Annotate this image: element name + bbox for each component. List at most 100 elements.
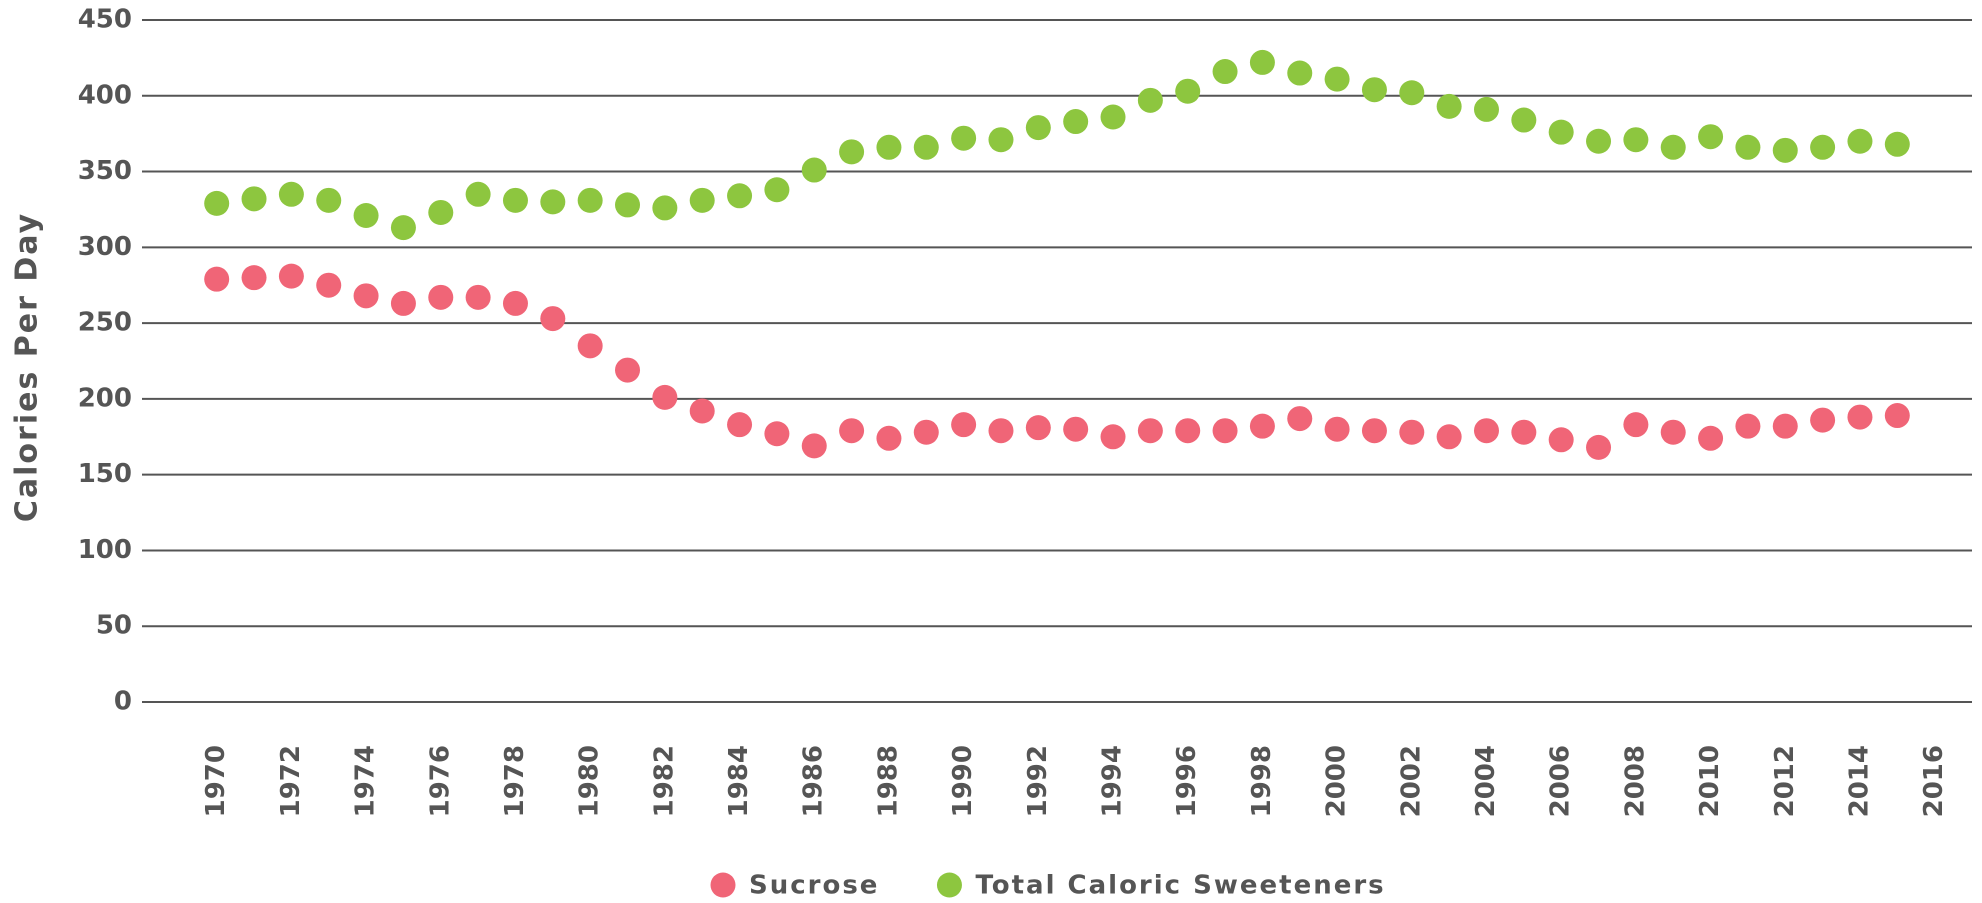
- dot: [1025, 415, 1051, 441]
- dot: [1436, 93, 1462, 119]
- dot: [764, 177, 790, 203]
- dot: [502, 187, 528, 213]
- dot: [1361, 77, 1387, 103]
- dot: [1249, 49, 1275, 75]
- dot: [278, 181, 304, 207]
- dot: [1473, 96, 1499, 122]
- dot: [1100, 424, 1126, 450]
- legend-label: Sucrose: [749, 871, 879, 901]
- x-tick-label: 1998: [1247, 745, 1277, 817]
- dot: [390, 290, 416, 316]
- dot: [1175, 418, 1201, 444]
- x-tick-label: 1990: [948, 745, 978, 817]
- dot: [1772, 137, 1798, 163]
- y-axis-label: Calories Per Day: [10, 212, 45, 522]
- dot: [465, 181, 491, 207]
- x-tick-label: 2016: [1919, 745, 1949, 817]
- dot: [876, 134, 902, 160]
- x-tick-label: 1996: [1172, 745, 1202, 817]
- dot: [204, 266, 230, 292]
- dot: [1548, 119, 1574, 145]
- dot: [353, 203, 379, 229]
- y-tick-label: 300: [78, 232, 132, 262]
- dot: [1399, 80, 1425, 106]
- dot: [1847, 128, 1873, 154]
- dot: [839, 139, 865, 165]
- y-tick-label: 50: [96, 611, 132, 641]
- dot: [502, 290, 528, 316]
- dot: [615, 357, 641, 383]
- dot: [428, 199, 454, 225]
- dot: [1586, 434, 1612, 460]
- dot: [1810, 134, 1836, 160]
- x-tick-label: 2006: [1546, 745, 1576, 817]
- dot: [1735, 134, 1761, 160]
- dot: [652, 384, 678, 410]
- dot: [1249, 413, 1275, 439]
- dot: [1810, 407, 1836, 433]
- y-tick-label: 150: [78, 459, 132, 489]
- y-tick-label: 400: [78, 80, 132, 110]
- dot: [1287, 60, 1313, 86]
- x-tick-label: 1974: [351, 745, 381, 817]
- dot: [465, 284, 491, 310]
- dot: [1324, 416, 1350, 442]
- dot: [1324, 66, 1350, 92]
- dot: [727, 412, 753, 438]
- dot: [876, 425, 902, 451]
- dot: [1025, 115, 1051, 141]
- x-tick-label: 2002: [1396, 745, 1426, 817]
- dot: [951, 125, 977, 151]
- x-tick-label: 1984: [724, 745, 754, 817]
- dot: [1660, 419, 1686, 445]
- dot: [1100, 104, 1126, 130]
- x-tick-label: 2010: [1695, 745, 1725, 817]
- dot: [353, 283, 379, 309]
- legend-label: Total Caloric Sweeteners: [975, 871, 1385, 901]
- x-tick-label: 1994: [1098, 745, 1128, 817]
- dot: [241, 186, 267, 212]
- dot: [1137, 87, 1163, 113]
- dot: [1623, 127, 1649, 153]
- dot: [1137, 418, 1163, 444]
- dot: [1063, 416, 1089, 442]
- x-tick-label: 2014: [1844, 745, 1874, 817]
- dot: [390, 215, 416, 241]
- dot: [1548, 427, 1574, 453]
- dot: [913, 419, 939, 445]
- dot: [540, 189, 566, 215]
- dot: [689, 398, 715, 424]
- x-tick-label: 1972: [276, 745, 306, 817]
- x-tick-label: 2012: [1770, 745, 1800, 817]
- legend-swatch: [936, 872, 962, 898]
- x-tick-label: 2008: [1620, 745, 1650, 817]
- dot: [1586, 128, 1612, 154]
- dot: [428, 284, 454, 310]
- legend-swatch: [710, 872, 736, 898]
- x-tick-label: 1980: [575, 745, 605, 817]
- dot: [1660, 134, 1686, 160]
- dot: [1511, 107, 1537, 133]
- dot: [204, 190, 230, 216]
- dot: [839, 418, 865, 444]
- x-tick-label: 2000: [1322, 745, 1352, 817]
- dot: [278, 263, 304, 289]
- dot: [577, 333, 603, 359]
- dot: [1287, 406, 1313, 432]
- dot: [1735, 413, 1761, 439]
- dot: [988, 127, 1014, 153]
- y-tick-label: 200: [78, 383, 132, 413]
- dot: [1361, 418, 1387, 444]
- dot: [1399, 419, 1425, 445]
- dot: [1212, 59, 1238, 85]
- dot: [764, 421, 790, 447]
- dot: [1772, 413, 1798, 439]
- dot: [1847, 404, 1873, 430]
- dot: [1175, 78, 1201, 104]
- y-tick-label: 100: [78, 535, 132, 565]
- dot: [988, 418, 1014, 444]
- y-tick-label: 450: [78, 5, 132, 35]
- y-tick-label: 0: [114, 687, 132, 717]
- x-tick-label: 1992: [1023, 745, 1053, 817]
- x-tick-label: 1978: [500, 745, 530, 817]
